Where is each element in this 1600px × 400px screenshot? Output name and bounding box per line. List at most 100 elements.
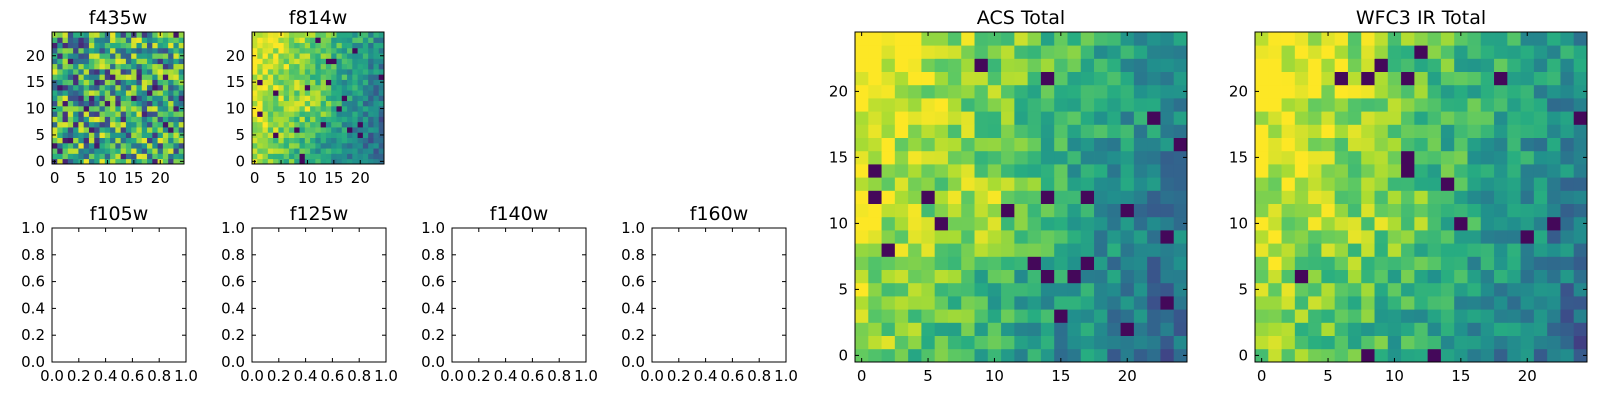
heatmap-cell — [881, 71, 896, 86]
heatmap-cell — [120, 142, 127, 149]
heatmap-cell — [1080, 216, 1095, 231]
heatmap-cell — [178, 142, 185, 149]
subplot-title: f160w — [690, 203, 749, 225]
x-tick-label: 0.0 — [240, 367, 264, 385]
heatmap-cell — [173, 100, 180, 107]
heatmap-cell — [88, 32, 95, 38]
heatmap-cell — [294, 142, 300, 149]
heatmap-cell — [1294, 269, 1309, 284]
heatmap-cell — [1094, 203, 1108, 218]
heatmap-cell — [1547, 256, 1561, 270]
heatmap-cell — [1507, 203, 1521, 218]
heatmap-cell — [1494, 216, 1508, 231]
heatmap-cell — [987, 32, 1002, 46]
heatmap-cell — [1533, 190, 1548, 204]
heatmap-cell — [1120, 335, 1135, 350]
heatmap-cell — [336, 68, 343, 75]
heatmap-cell — [294, 37, 300, 43]
heatmap-cell — [168, 100, 174, 107]
heatmap-cell — [141, 95, 148, 102]
heatmap-cell — [120, 68, 127, 75]
heatmap-cell — [1427, 309, 1442, 323]
heatmap-cell — [855, 335, 869, 350]
heatmap-cell — [257, 127, 263, 133]
heatmap-cell — [168, 127, 174, 133]
heatmap-cell — [921, 216, 936, 231]
heatmap-cell — [1387, 216, 1402, 231]
heatmap-cell — [1467, 309, 1482, 323]
heatmap-cell — [57, 127, 63, 133]
heatmap-cell — [368, 116, 374, 123]
heatmap-cell — [1414, 256, 1429, 270]
heatmap-cell — [1147, 177, 1161, 191]
heatmap-cell — [1480, 282, 1495, 297]
heatmap-cell — [1387, 150, 1402, 165]
heatmap-cell — [357, 148, 364, 154]
heatmap-cell — [947, 124, 962, 138]
heatmap-cell — [347, 132, 353, 138]
heatmap-cell — [299, 95, 306, 102]
heatmap-cell — [961, 98, 975, 112]
heatmap-cell — [99, 47, 106, 54]
heatmap-cell — [1334, 98, 1349, 112]
heatmap-cell — [331, 63, 337, 70]
heatmap-cell — [1255, 269, 1269, 284]
heatmap-cell — [934, 282, 949, 297]
heatmap-cell — [147, 127, 153, 133]
heatmap-cell — [147, 158, 153, 165]
heatmap-cell — [267, 47, 274, 54]
heatmap-cell — [294, 58, 300, 65]
heatmap-cell — [894, 296, 909, 310]
heatmap-cell — [1480, 190, 1495, 204]
y-tick-label: 5 — [35, 126, 45, 144]
heatmap-cell — [961, 84, 975, 99]
heatmap-cell — [1533, 111, 1548, 125]
heatmap-cell — [378, 137, 385, 144]
heatmap-cell — [78, 84, 85, 91]
heatmap-cell — [273, 95, 279, 102]
heatmap-cell — [1067, 282, 1082, 297]
heatmap-cell — [1440, 230, 1455, 244]
heatmap-cell — [173, 90, 180, 96]
heatmap-cell — [1040, 269, 1055, 284]
heatmap-cell — [94, 132, 100, 138]
heatmap-cell — [67, 74, 74, 80]
heatmap-cell — [120, 84, 127, 91]
heatmap-cell — [1361, 190, 1375, 204]
heatmap-cell — [1107, 216, 1121, 231]
heatmap-cell — [1027, 309, 1042, 323]
heatmap-cell — [378, 153, 385, 160]
heatmap-cell — [1440, 71, 1455, 86]
heatmap-cell — [352, 95, 358, 102]
heatmap-cell — [362, 68, 369, 75]
heatmap-cell — [299, 58, 306, 65]
heatmap-cell — [125, 132, 132, 138]
heatmap-cell — [1268, 45, 1282, 59]
heatmap-cell — [110, 74, 116, 80]
heatmap-cell — [1374, 296, 1389, 310]
heatmap-cell — [110, 42, 116, 49]
heatmap-cell — [1440, 45, 1455, 59]
heatmap-cell — [1094, 177, 1108, 191]
heatmap-cell — [315, 153, 322, 160]
heatmap-cell — [1120, 282, 1135, 297]
heatmap-cell — [104, 74, 111, 80]
heatmap-cell — [1347, 124, 1362, 138]
heatmap-cell — [1001, 137, 1015, 152]
heatmap-cell — [267, 148, 274, 154]
heatmap-cell — [288, 79, 295, 86]
heatmap-cell — [110, 63, 116, 70]
heatmap-cell — [1573, 124, 1588, 138]
heatmap-cell — [1374, 111, 1389, 125]
heatmap-cell — [168, 68, 174, 75]
heatmap-cell — [1067, 45, 1082, 59]
heatmap-cell — [347, 148, 353, 154]
heatmap-cell — [168, 42, 174, 49]
heatmap-cell — [141, 63, 148, 70]
heatmap-cell — [331, 132, 337, 138]
heatmap-cell — [299, 74, 306, 80]
heatmap-cell — [1547, 203, 1561, 218]
heatmap-cell — [57, 37, 63, 43]
heatmap-cell — [373, 142, 380, 149]
heatmap-cell — [262, 127, 269, 133]
